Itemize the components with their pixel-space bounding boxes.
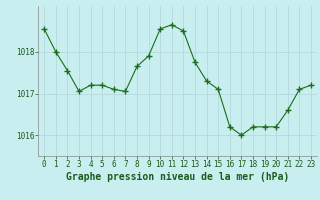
X-axis label: Graphe pression niveau de la mer (hPa): Graphe pression niveau de la mer (hPa) [66,172,289,182]
